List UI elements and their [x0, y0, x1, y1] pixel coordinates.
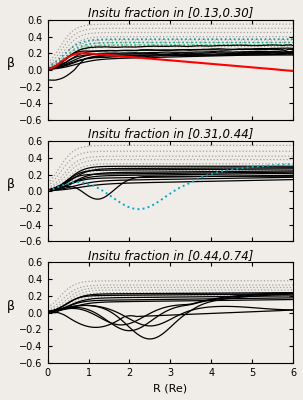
X-axis label: R (Re): R (Re): [153, 383, 187, 393]
Title: Insitu fraction in [0.44,0.74]: Insitu fraction in [0.44,0.74]: [88, 250, 253, 263]
Title: Insitu fraction in [0.31,0.44]: Insitu fraction in [0.31,0.44]: [88, 128, 253, 141]
Y-axis label: β: β: [7, 178, 15, 191]
Y-axis label: β: β: [7, 300, 15, 312]
Y-axis label: β: β: [7, 57, 15, 70]
Title: Insitu fraction in [0.13,0.30]: Insitu fraction in [0.13,0.30]: [88, 7, 253, 20]
